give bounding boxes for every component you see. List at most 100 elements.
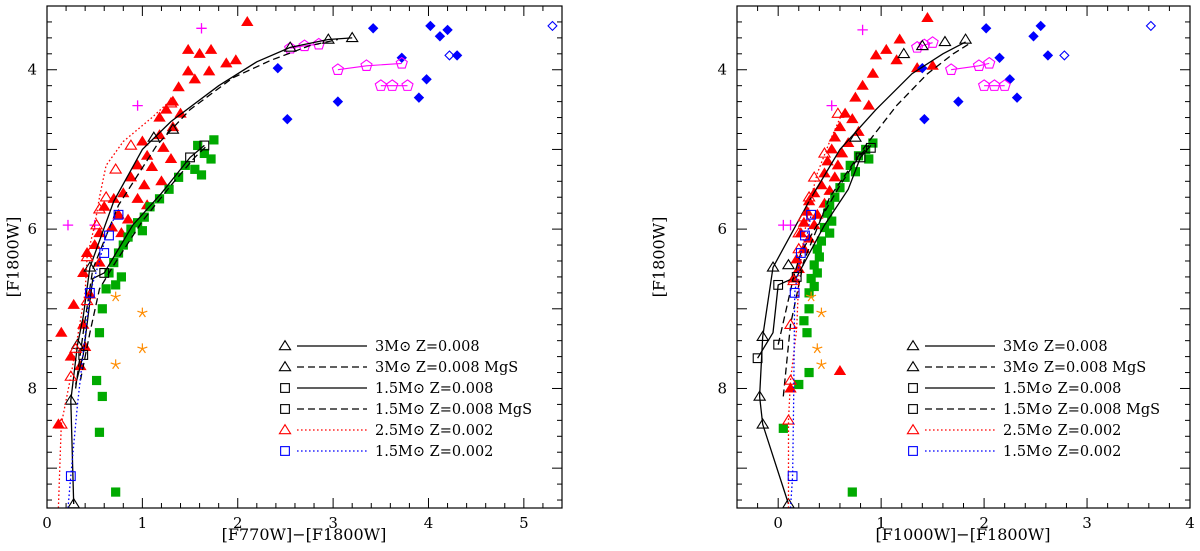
data-point (831, 159, 845, 170)
model-track-marker (787, 471, 798, 482)
model-track-marker (897, 47, 911, 59)
data-point (332, 96, 344, 107)
data-point (196, 170, 207, 180)
legend-entry: 3M⊙ Z=0.008 MgS (906, 360, 1146, 376)
data-point (862, 99, 875, 110)
model-track-marker (865, 142, 876, 153)
data-point (94, 328, 105, 338)
model-track-line (74, 38, 339, 389)
x-axis-label: [F1000W]−[F1800W] (876, 525, 1051, 544)
pentagon-point (386, 79, 399, 91)
data-point (434, 31, 446, 42)
model-track-line (70, 37, 353, 505)
x-tick-label: 2 (233, 514, 243, 532)
data-point (220, 57, 233, 68)
data-point (91, 375, 102, 386)
model-track-marker (64, 370, 78, 381)
model-track-marker (756, 417, 770, 429)
data-point (193, 47, 206, 58)
model-track-marker (166, 123, 180, 134)
legend-entry: 3M⊙ Z=0.008 MgS (278, 360, 518, 376)
pentagon-point (944, 63, 958, 75)
data-point (921, 11, 934, 22)
data-point (847, 487, 857, 497)
legend-marker (906, 423, 920, 435)
x-tick-label: 5 (519, 514, 529, 532)
legend-entry: 2.5M⊙ Z=0.002 (278, 423, 493, 439)
data-point (282, 113, 293, 125)
data-point (101, 284, 111, 294)
y-tick-label: 4 (717, 61, 727, 79)
data-point (812, 268, 822, 278)
data-point (980, 23, 992, 34)
data-point (64, 350, 78, 361)
y-tick-label: 8 (27, 379, 37, 397)
x-tick-label: 3 (328, 514, 338, 532)
data-point (124, 171, 138, 182)
data-point (809, 281, 819, 292)
data-point (206, 154, 216, 164)
x-tick-label: 3 (1082, 514, 1092, 532)
legend-entry: 1.5M⊙ Z=0.008 MgS (280, 402, 532, 418)
data-point (444, 50, 455, 61)
legend-marker (906, 360, 920, 372)
model-track-marker (283, 41, 297, 52)
model-track-marker (958, 33, 973, 44)
data-point (785, 219, 796, 231)
legend-marker (908, 404, 918, 414)
data-point (153, 129, 166, 140)
data-point (917, 62, 928, 74)
data-point (204, 43, 218, 54)
model-track-marker (99, 248, 110, 258)
legend-marker (280, 446, 290, 456)
legend-entry: 3M⊙ Z=0.008 (278, 339, 480, 355)
data-point (193, 140, 203, 151)
data-point (880, 43, 893, 54)
data-point (857, 24, 868, 36)
data-point (1059, 50, 1070, 61)
model-track-marker (756, 330, 770, 341)
pentagon-point (983, 56, 996, 69)
data-point (97, 391, 107, 402)
data-point (816, 307, 827, 318)
model-track-line (782, 43, 969, 397)
data-point (919, 113, 930, 125)
data-point (153, 111, 166, 122)
model-track-marker (938, 35, 952, 47)
legend-label: 2.5M⊙ Z=0.002 (1003, 423, 1121, 439)
data-point (805, 291, 817, 302)
model-track-marker (802, 190, 816, 202)
data-point (272, 62, 283, 74)
data-point (425, 20, 436, 32)
pentagon-track-line (951, 62, 990, 71)
data-point (816, 236, 827, 246)
pentagon-point (401, 79, 414, 91)
data-point (830, 192, 840, 202)
data-point (131, 192, 144, 203)
data-point (190, 164, 200, 174)
data-point (806, 273, 816, 284)
data-point (893, 33, 906, 44)
data-point (112, 208, 125, 219)
data-point (994, 52, 1005, 63)
data-point (835, 183, 845, 193)
model-track-marker (80, 250, 94, 262)
data-point (77, 266, 90, 277)
model-track-marker (92, 202, 107, 214)
data-point (413, 92, 425, 103)
data-point (137, 343, 148, 354)
model-track-marker (773, 279, 784, 290)
model-track-marker (800, 230, 810, 241)
model-track-line (777, 144, 870, 345)
data-point (160, 103, 173, 114)
legend-marker (908, 383, 918, 393)
data-point (367, 23, 379, 34)
x-tick-label: 2 (979, 514, 989, 532)
data-point (140, 149, 154, 160)
data-point (172, 81, 185, 92)
model-track-marker (831, 107, 845, 118)
data-point (229, 54, 243, 65)
data-point (137, 307, 148, 318)
model-track-line (758, 41, 966, 505)
data-point (132, 100, 143, 111)
